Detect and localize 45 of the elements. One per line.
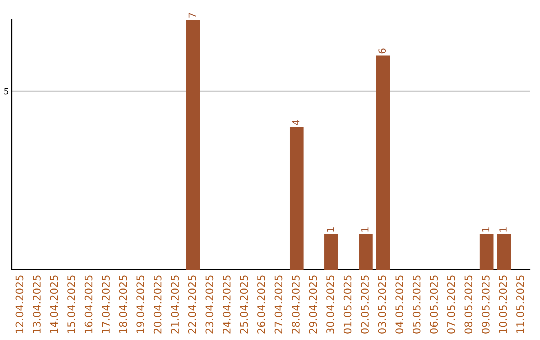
bar	[376, 56, 390, 270]
x-tick-label: 01.05.2025	[344, 276, 352, 334]
x-tick-label: 25.04.2025	[240, 276, 248, 334]
bar	[497, 234, 512, 270]
data-label: 1	[500, 228, 507, 232]
data-label: 1	[482, 228, 490, 232]
x-tick-label: 24.04.2025	[222, 276, 231, 334]
data-label: 7	[188, 13, 196, 18]
x-tick-label: 05.05.2025	[412, 276, 421, 334]
x-tick-label: 08.05.2025	[464, 276, 473, 334]
x-tick-label: 22.04.2025	[188, 276, 196, 334]
x-tick-label: 07.05.2025	[447, 276, 456, 334]
x-tick-label: 14.04.2025	[50, 276, 58, 334]
x-tick-label: 02.05.2025	[361, 276, 369, 334]
data-label: 6	[378, 48, 386, 54]
bar	[480, 234, 494, 270]
x-tick-label: 16.04.2025	[84, 276, 93, 334]
data-label: 1	[327, 228, 334, 232]
x-tick-label: 11.05.2025	[516, 276, 524, 334]
x-tick-label: 18.04.2025	[119, 276, 128, 334]
x-tick-label: 19.04.2025	[136, 276, 145, 334]
x-tick-label: 30.04.2025	[326, 276, 334, 334]
x-tick-label: 26.04.2025	[258, 276, 266, 334]
x-tick-label: 03.05.2025	[378, 276, 386, 334]
bar	[186, 20, 200, 270]
x-tick-label: 17.04.2025	[102, 276, 110, 334]
x-tick-label: 29.04.2025	[309, 276, 318, 334]
x-tick-label: 20.04.2025	[154, 276, 162, 334]
data-label: 4	[292, 120, 300, 126]
x-tick-label: 09.05.2025	[482, 276, 490, 334]
x-tick-label: 27.04.2025	[274, 276, 283, 334]
bar	[359, 234, 373, 270]
x-tick-label: 21.04.2025	[171, 276, 180, 334]
x-tick-label: 15.04.2025	[68, 276, 76, 334]
x-tick-label: 28.04.2025	[292, 276, 300, 334]
x-tick-label: 23.04.2025	[206, 276, 214, 334]
bar	[290, 127, 304, 270]
x-tick-label: 04.05.2025	[396, 276, 404, 334]
x-tick-label: 10.05.2025	[499, 276, 508, 334]
y-tick-label: 5	[4, 88, 8, 95]
x-tick-label: 06.05.2025	[430, 276, 438, 334]
x-tick-label: 12.04.2025	[16, 276, 24, 334]
x-tick-label: 13.04.2025	[33, 276, 41, 334]
data-label: 1	[362, 228, 369, 232]
bar	[324, 234, 338, 270]
